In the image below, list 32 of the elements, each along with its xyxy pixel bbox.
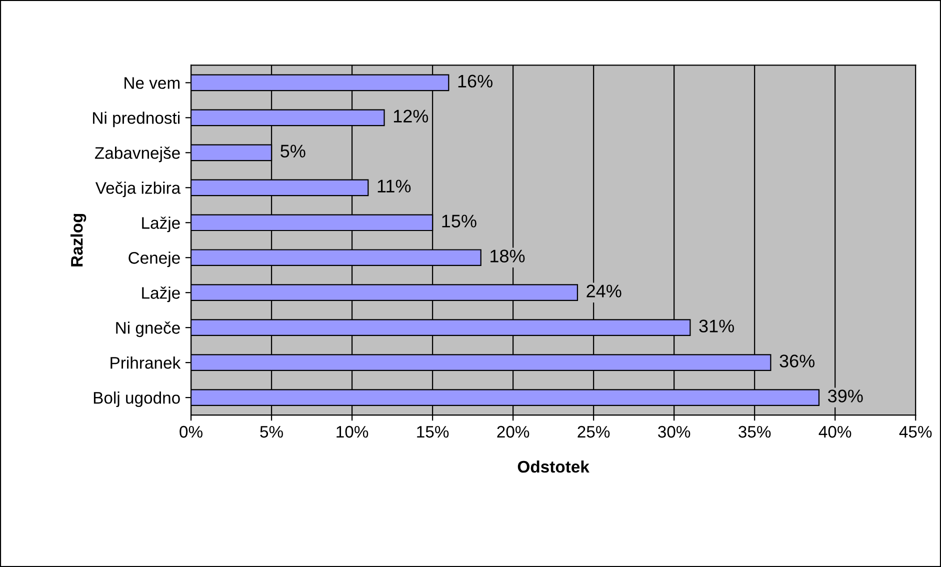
data-label: 11%: [378, 180, 411, 192]
y-tick-label: Ceneje: [128, 252, 180, 268]
data-label: 31%: [699, 320, 734, 332]
x-tick-label: 45%: [899, 426, 932, 438]
data-label: 16%: [458, 74, 492, 88]
y-tick-label: Lažje: [142, 286, 180, 302]
x-tick-label: 10%: [336, 426, 368, 438]
x-tick-label: 25%: [578, 426, 610, 438]
y-tick-label: Zabavnejše: [94, 146, 180, 162]
x-axis-title: Odstotek: [518, 460, 590, 473]
x-tick-label: 30%: [658, 426, 690, 438]
y-tick-label: Ni prednosti: [93, 112, 180, 128]
x-tick-label: 0%: [180, 426, 202, 438]
data-label: 36%: [780, 354, 815, 368]
x-tick-label: 5%: [260, 426, 283, 438]
y-tick-label: Večja izbira: [95, 182, 181, 198]
data-label: 39%: [828, 390, 863, 402]
x-tick-label: 40%: [818, 426, 852, 438]
x-tick-label: 20%: [497, 426, 530, 438]
y-tick-label: Prihranek: [110, 356, 181, 369]
y-tick-label: Ni gneče: [116, 322, 180, 338]
data-label: 24%: [586, 284, 622, 298]
x-tick-label: 35%: [738, 426, 771, 438]
data-label: 5%: [280, 144, 306, 158]
data-label: 12%: [394, 110, 428, 122]
y-axis-title: Razlog: [70, 214, 86, 266]
x-tick-label: 15%: [417, 426, 449, 438]
y-tick-label: Ne vem: [124, 77, 180, 89]
data-label: 15%: [442, 214, 476, 228]
y-tick-label: Lažje: [142, 216, 180, 232]
data-label: 18%: [490, 250, 525, 262]
y-tick-label: Bolj ugodno: [94, 392, 180, 408]
